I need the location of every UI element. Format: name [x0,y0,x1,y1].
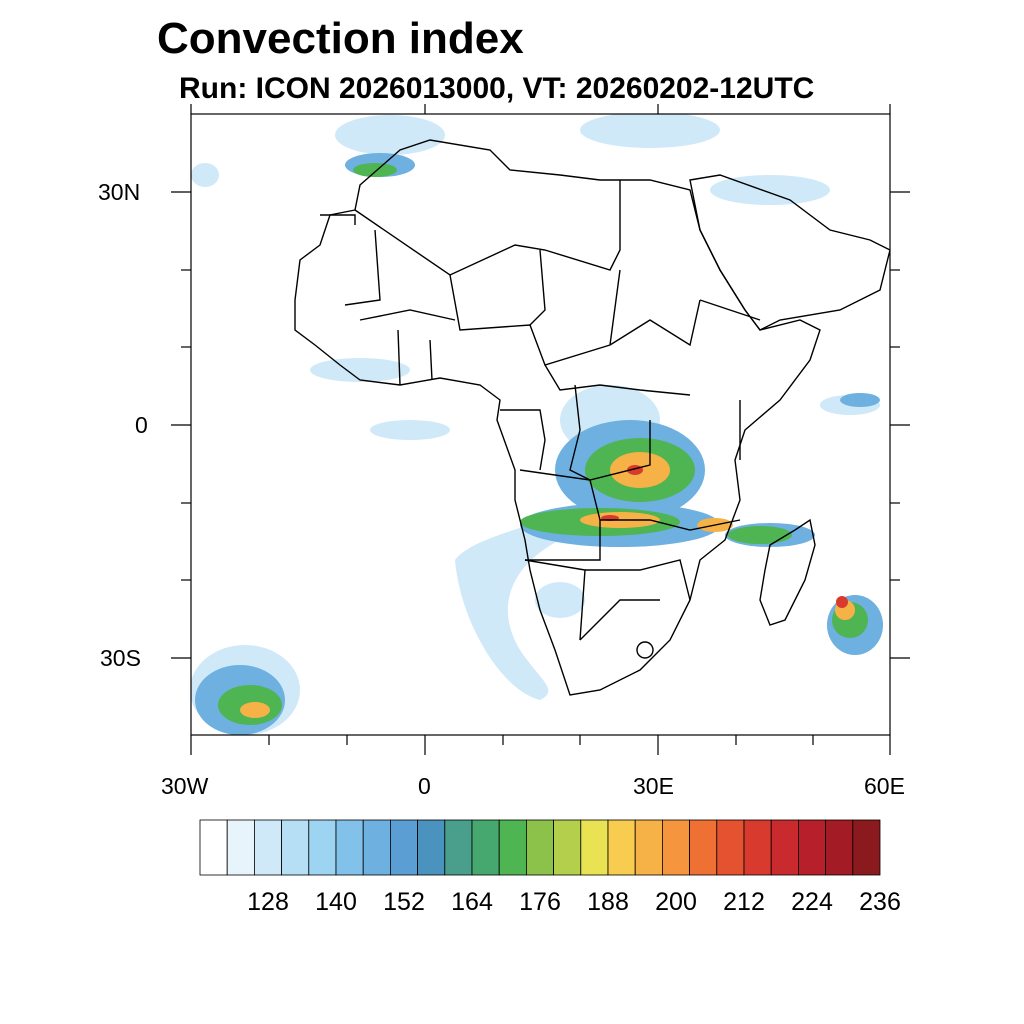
chart-title: Convection index [157,14,524,63]
lon-label-60e: 60E [864,773,905,799]
colorbar-swatch [526,819,555,876]
colorbar-swatch [226,819,255,876]
run-subtitle: Run: ICON 2026013000, VT: 20260202-12UTC [179,72,815,105]
colorbar-label: 176 [519,888,561,916]
colorbar-swatch [580,819,609,876]
colorbar-label: 164 [451,888,493,916]
colorbar-swatch [335,819,364,876]
lat-label-30s: 30S [100,645,141,671]
country-borders [294,139,890,696]
lat-label-30n: 30N [98,179,141,205]
colorbar-swatch [607,819,636,876]
colorbar-label: 236 [859,888,901,916]
colorbar-label: 188 [587,888,629,916]
colorbar-swatch [362,819,391,876]
colorbar-label: 140 [315,888,357,916]
colorbar-swatch [253,819,282,876]
lon-label-30w: 30W [161,773,209,799]
colorbar-swatch [852,819,881,876]
lon-label-0: 0 [418,773,431,799]
colorbar-label: 200 [655,888,697,916]
colorbar-swatch [199,819,228,876]
colorbar-swatch [662,819,691,876]
colorbar-label: 152 [383,888,425,916]
colorbar-swatch [743,819,772,876]
colorbar-label: 128 [247,888,289,916]
convection-field [191,114,890,735]
colorbar-swatch [553,819,582,876]
colorbar-swatch [825,819,854,876]
colorbar-swatch [689,819,718,876]
colorbar-label: 212 [723,888,765,916]
colorbar-swatch [308,819,337,876]
colorbar-swatch [634,819,663,876]
colorbar-swatch [498,819,527,876]
colorbar-swatch [389,819,418,876]
lon-label-30e: 30E [633,773,674,799]
axis-ticks [171,104,910,755]
colorbar-swatch [770,819,799,876]
colorbar-label: 224 [791,888,833,916]
colorbar-swatch [716,819,745,876]
colorbar-swatch [444,819,473,876]
colorbar-swatch [471,819,500,876]
colorbar-swatch [281,819,310,876]
colorbar-swatch [798,819,827,876]
lat-label-0: 0 [135,412,148,438]
colorbar-swatch [417,819,446,876]
